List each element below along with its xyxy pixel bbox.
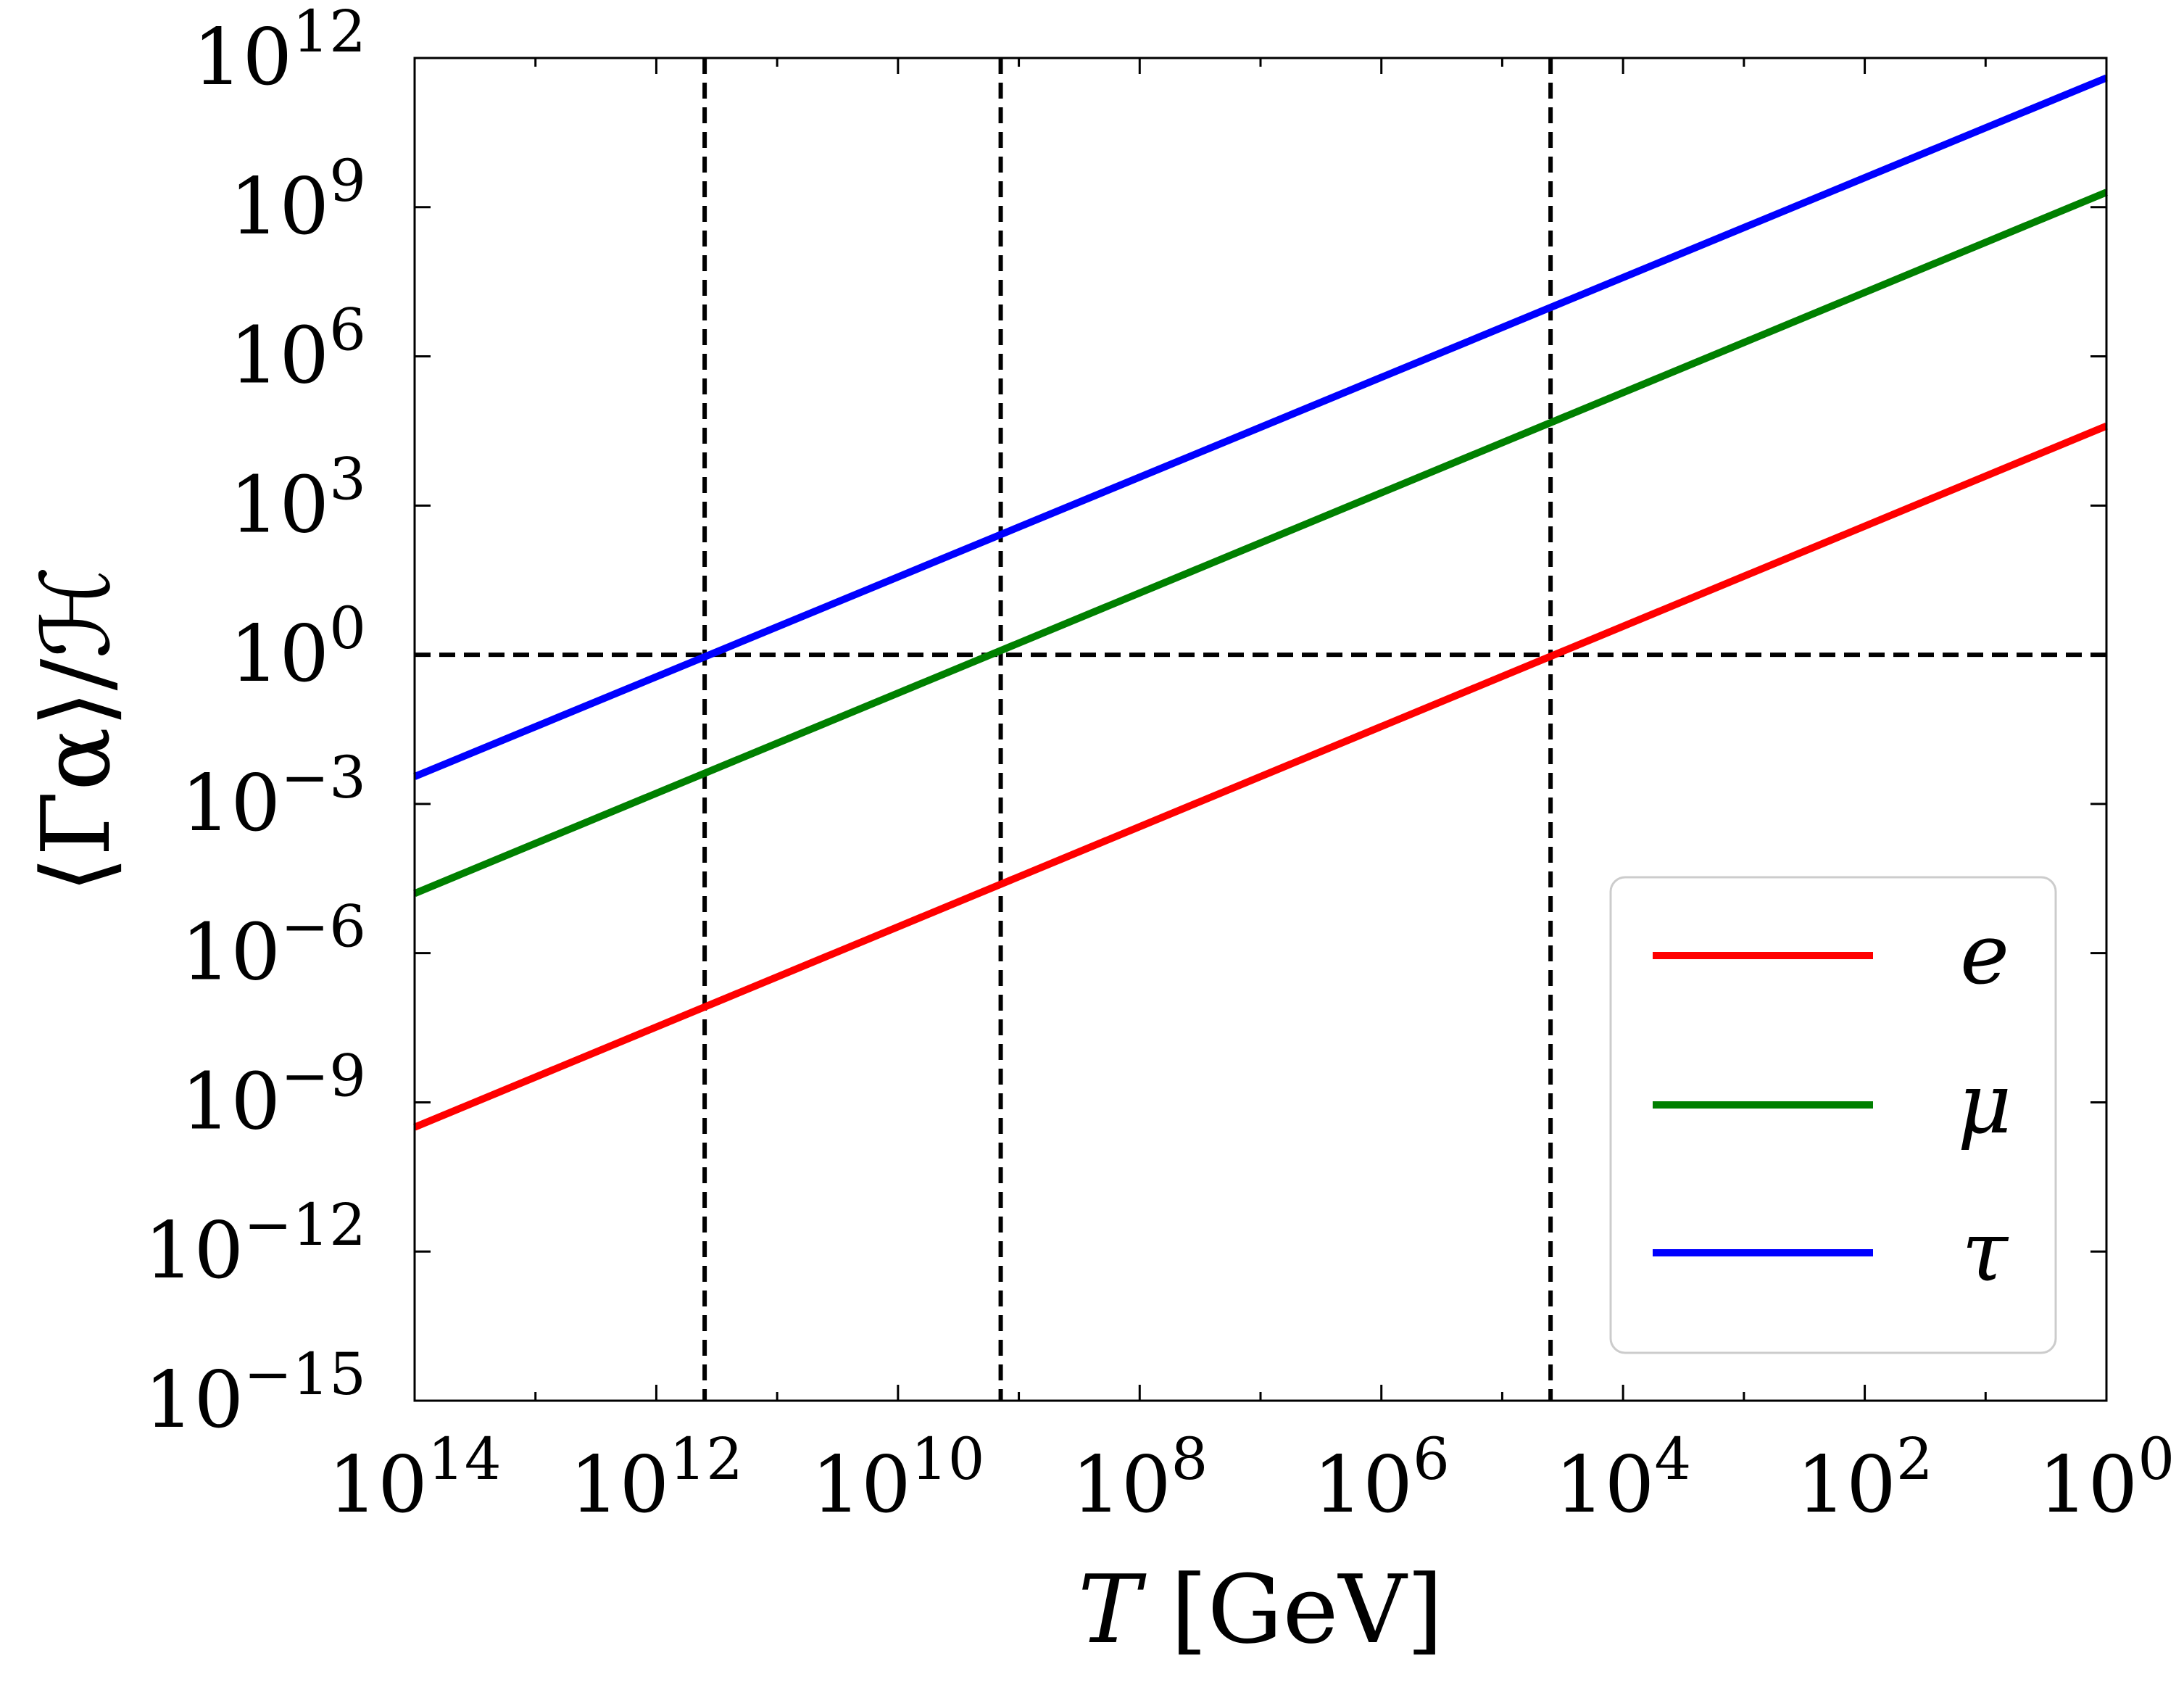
x-tick-label: 102 bbox=[1796, 1425, 1932, 1530]
y-tick-label: 10−15 bbox=[144, 1341, 366, 1446]
y-tick-label: 1012 bbox=[193, 0, 366, 103]
x-tick-label: 106 bbox=[1313, 1425, 1450, 1530]
x-axis-ticks bbox=[413, 58, 2108, 1401]
legend-label: τ bbox=[1961, 1204, 2009, 1301]
series-line-e bbox=[413, 422, 2108, 1131]
y-tick-label: 106 bbox=[230, 297, 366, 402]
x-axis-title: T [GeV] bbox=[1078, 1554, 1443, 1665]
legend-label: e bbox=[1960, 906, 2009, 1003]
y-tick-label: 103 bbox=[230, 445, 366, 550]
x-tick-label: 1012 bbox=[570, 1425, 743, 1530]
legend: eμτ bbox=[1609, 876, 2057, 1354]
x-tick-label: 1014 bbox=[328, 1425, 501, 1530]
y-axis-ticks bbox=[415, 57, 2106, 1402]
x-tick-label: 100 bbox=[2038, 1425, 2175, 1530]
y-tick-label: 10−9 bbox=[181, 1042, 366, 1147]
x-tick-label: 1010 bbox=[811, 1425, 984, 1530]
legend-label: μ bbox=[1958, 1056, 2012, 1153]
y-tick-label: 109 bbox=[230, 147, 366, 252]
series-line-μ bbox=[413, 188, 2108, 897]
y-tick-label: 10−6 bbox=[181, 893, 366, 998]
y-tick-label: 10−12 bbox=[144, 1191, 366, 1296]
x-tick-label: 108 bbox=[1071, 1425, 1208, 1530]
y-axis-title: ⟨Γα⟩/ℋ bbox=[21, 566, 131, 893]
legend-box bbox=[1609, 876, 2057, 1354]
series-line-τ bbox=[413, 74, 2108, 780]
y-tick-label: 10−3 bbox=[181, 744, 366, 849]
y-tick-label: 100 bbox=[230, 594, 366, 700]
x-tick-label: 104 bbox=[1555, 1425, 1691, 1530]
